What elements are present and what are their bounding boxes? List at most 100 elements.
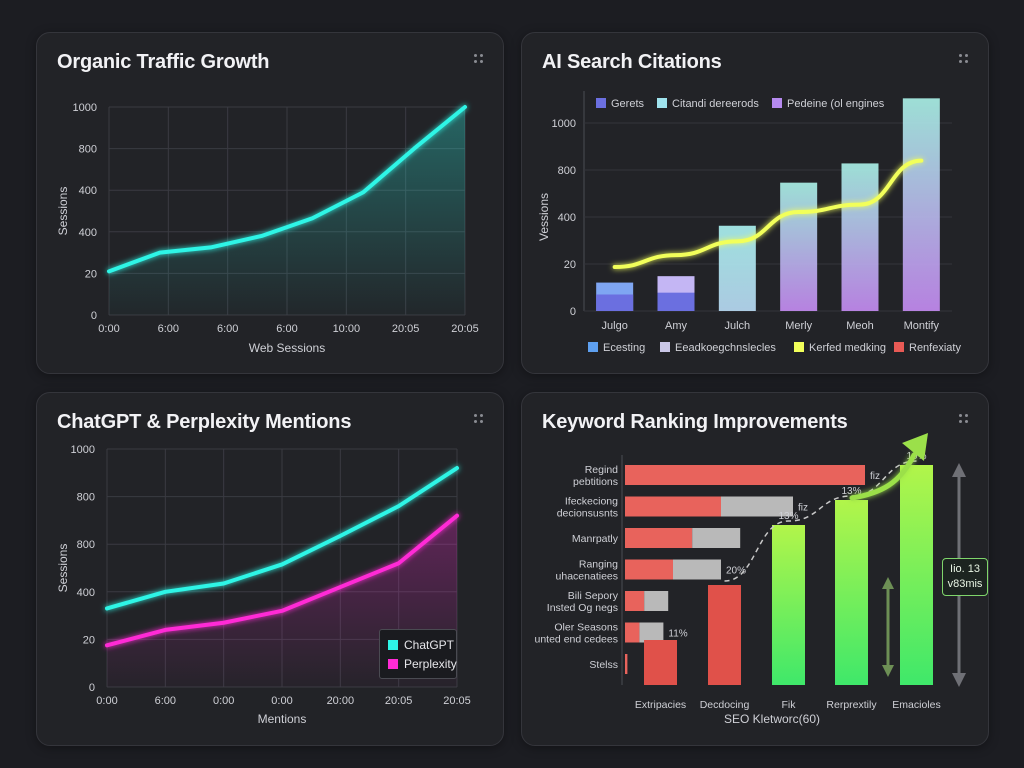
column-bar bbox=[900, 465, 933, 685]
panel-menu-icon[interactable] bbox=[473, 53, 485, 65]
panel-menu-icon[interactable] bbox=[958, 413, 970, 425]
organic-traffic-title: Organic Traffic Growth bbox=[57, 51, 270, 73]
legend-swatch bbox=[794, 342, 804, 352]
row-bar-red bbox=[625, 528, 693, 548]
x-tick-label: Extripacies bbox=[635, 699, 686, 711]
ai-citations-title: AI Search Citations bbox=[542, 51, 722, 73]
y-tick-label: 20 bbox=[564, 259, 576, 271]
x-tick-label: Decdocing bbox=[700, 699, 750, 711]
row-tag: fiz bbox=[870, 471, 880, 482]
chatgpt-line bbox=[105, 466, 459, 611]
x-tick-label: Meoh bbox=[846, 320, 874, 332]
x-tick-label: 6:00 bbox=[158, 323, 179, 335]
row-tag: fiz bbox=[798, 503, 808, 514]
mentions-title: ChatGPT & Perplexity Mentions bbox=[57, 411, 352, 433]
x-tick-label: 20:05 bbox=[451, 323, 479, 335]
x-tick-label: 0:00 bbox=[96, 695, 117, 707]
row-label: Ranging bbox=[579, 559, 618, 571]
y-tick-label: 1000 bbox=[73, 102, 97, 114]
x-tick-label: 6:00 bbox=[276, 323, 297, 335]
range-arrow-small-up bbox=[882, 577, 894, 589]
range-arrow-large-down bbox=[952, 673, 966, 687]
x-tick-label: Emacioles bbox=[892, 699, 940, 711]
callout-line-2: v83mis bbox=[947, 578, 983, 590]
row-bar-red bbox=[625, 496, 721, 517]
row-bar-red bbox=[625, 591, 645, 611]
row-label: Insted Og negs bbox=[547, 602, 618, 614]
keyword-ranking-title: Keyword Ranking Improvements bbox=[542, 411, 848, 433]
legend-label: Eeadkoegchnslecles bbox=[675, 342, 776, 354]
callout-line-1: Iio. 13 bbox=[950, 563, 980, 575]
y-tick-label: 1000 bbox=[552, 118, 576, 130]
column-label: 13% bbox=[778, 511, 798, 522]
legend-item-perplexity[interactable]: Perplexity bbox=[388, 657, 457, 671]
row-label: decionsusnts bbox=[557, 508, 618, 520]
perplexity-area bbox=[107, 515, 457, 687]
y-tick-label: 800 bbox=[79, 144, 97, 156]
y-tick-label: 400 bbox=[77, 587, 95, 599]
x-tick-label: Julch bbox=[724, 320, 750, 332]
x-tick-label: 20:00 bbox=[327, 695, 355, 707]
row-tag: 11% bbox=[668, 629, 687, 640]
mentions-panel: ChatGPT & Perplexity Mentions 0:00 6:00 0:… bbox=[36, 392, 504, 746]
x-tick-label: 0:00 bbox=[271, 695, 292, 707]
row-bar-grey bbox=[644, 591, 669, 611]
legend-swatch bbox=[772, 98, 782, 108]
legend-label: Pedeine (ol engines bbox=[787, 98, 885, 110]
keyword-ranking-panel: Keyword Ranking Improvements Regind pebti… bbox=[521, 392, 989, 746]
y-tick-label: 800 bbox=[558, 165, 576, 177]
trend-dashed-line bbox=[724, 460, 917, 582]
column-bar bbox=[644, 640, 677, 685]
x-tick-label: 0:00 bbox=[98, 323, 119, 335]
row-bar-grey bbox=[721, 496, 793, 517]
legend-label-chatgpt: ChatGPT bbox=[404, 638, 455, 652]
y-tick-label: 0 bbox=[570, 306, 576, 318]
column-bar bbox=[708, 585, 741, 685]
row-label: pebtitions bbox=[573, 476, 618, 488]
x-axis-label: Mentions bbox=[258, 712, 307, 726]
perplexity-swatch bbox=[388, 659, 398, 669]
sessions-line bbox=[107, 105, 467, 274]
row-label: Bili Sepory bbox=[568, 590, 619, 602]
y-tick-label: 0 bbox=[89, 682, 95, 694]
x-tick-label: Merly bbox=[785, 320, 812, 332]
panel-menu-icon[interactable] bbox=[473, 413, 485, 425]
bar-base bbox=[657, 292, 695, 311]
legend-swatch bbox=[894, 342, 904, 352]
x-tick-label: Montify bbox=[904, 320, 940, 332]
row-label: Ifeckeciong bbox=[565, 496, 618, 508]
x-tick-label: 0:00 bbox=[213, 695, 234, 707]
area-fill bbox=[109, 107, 465, 315]
bar-total bbox=[902, 98, 940, 311]
organic-traffic-chart: 0:00 6:00 6:00 6:00 10:00 20:05 20:05 0 20 400 400… bbox=[56, 102, 479, 355]
row-bar-red bbox=[625, 622, 640, 643]
panel-menu-icon[interactable] bbox=[958, 53, 970, 65]
x-tick-label: Rerprextily bbox=[826, 699, 877, 711]
legend-label: Kerfed medking bbox=[809, 342, 886, 354]
x-tick-label: 20:05 bbox=[392, 323, 420, 335]
y-tick-label: 1000 bbox=[71, 444, 95, 456]
row-label: Stelss bbox=[589, 659, 618, 671]
y-tick-label: 400 bbox=[558, 212, 576, 224]
x-tick-label: 20:05 bbox=[385, 695, 413, 707]
legend-swatch bbox=[596, 98, 606, 108]
chatgpt-swatch bbox=[388, 640, 398, 650]
mentions-chart: 0:00 6:00 0:00 0:00 20:00 20:05 20:05 0 20 400 800… bbox=[56, 444, 471, 726]
row-label: uhacenatiees bbox=[556, 571, 618, 583]
legend-item-chatgpt[interactable]: ChatGPT bbox=[388, 638, 454, 652]
bar-total bbox=[841, 163, 879, 311]
x-tick-label: Fik bbox=[782, 699, 797, 711]
legend-swatch bbox=[660, 342, 670, 352]
row-bar-red bbox=[625, 559, 673, 580]
row-bar-grey bbox=[692, 528, 741, 548]
row-label: Manrpatly bbox=[572, 533, 619, 545]
ai-citations-panel: AI Search Citations 0 20 400 800 1000 Vession… bbox=[521, 32, 989, 374]
y-tick-label: 400 bbox=[79, 185, 97, 197]
legend-label: Renfexiaty bbox=[909, 342, 961, 354]
y-tick-label: 800 bbox=[77, 539, 95, 551]
row-bar-red bbox=[625, 465, 865, 485]
bar-total bbox=[780, 182, 818, 311]
growth-arrow-head bbox=[902, 433, 928, 461]
row-bar-grey bbox=[673, 559, 721, 580]
range-arrow-large-up bbox=[952, 463, 966, 477]
